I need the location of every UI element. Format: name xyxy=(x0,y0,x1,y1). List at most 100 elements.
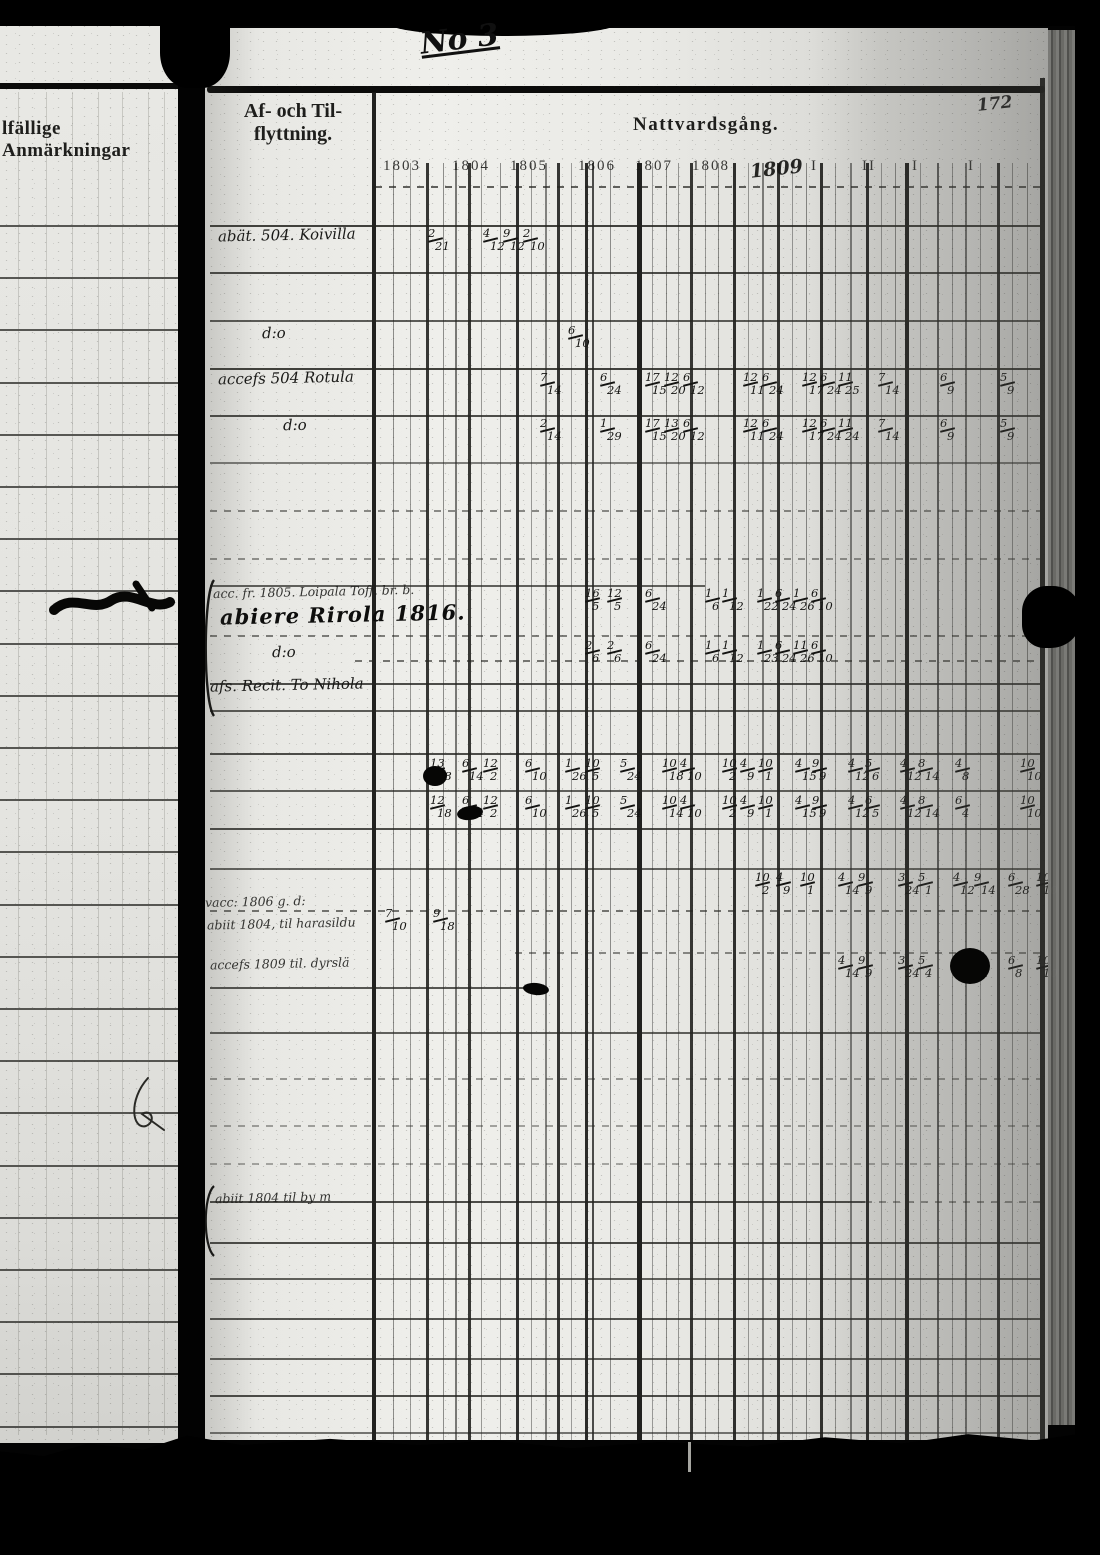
date-numerator: 12 xyxy=(483,756,498,770)
date-numerator: 1 xyxy=(565,756,573,770)
date-numerator: 12 xyxy=(802,370,817,384)
communion-date-cell: 6 24 xyxy=(820,416,842,444)
column-line xyxy=(733,163,736,1440)
date-numerator: 5 xyxy=(1000,416,1008,430)
column-line xyxy=(1012,163,1013,1440)
date-numerator: 9 xyxy=(433,906,441,920)
date-numerator: 4 xyxy=(900,793,908,807)
date-numerator: 4 xyxy=(848,756,856,770)
date-denominator: 24 xyxy=(845,429,860,443)
date-numerator: 12 xyxy=(802,416,817,430)
column-line xyxy=(481,163,482,1440)
communion-date-cell: 4 15 xyxy=(795,757,817,784)
communion-date-cell: 3 24 xyxy=(898,871,920,898)
ruled-line xyxy=(0,1216,178,1219)
communion-date-cell: 4 12 xyxy=(483,227,505,254)
date-numerator: 4 xyxy=(838,870,846,884)
ruled-line xyxy=(210,368,1040,370)
date-numerator: 6 xyxy=(645,586,653,600)
date-denominator: 14 xyxy=(469,769,484,783)
column-line xyxy=(393,163,394,1440)
date-denominator: 12 xyxy=(729,599,744,613)
date-denominator: 14 xyxy=(547,383,562,397)
communion-date-cell: 12 11 xyxy=(743,371,765,398)
date-denominator: 9 xyxy=(1007,383,1015,397)
date-denominator: 24 xyxy=(769,429,784,443)
communion-date-cell: 5 24 xyxy=(620,794,642,821)
column-line xyxy=(762,163,764,1440)
date-denominator: 6 xyxy=(872,769,880,783)
communion-date-cell: 6 24 xyxy=(775,638,797,666)
date-numerator: 6 xyxy=(820,416,828,430)
date-denominator: 5 xyxy=(592,806,600,820)
column-line xyxy=(920,163,921,1440)
date-numerator: 17 xyxy=(645,370,660,384)
column-line xyxy=(585,163,588,1440)
page-edge-strip xyxy=(1048,30,1075,1425)
date-numerator: 12 xyxy=(430,793,445,807)
date-denominator: 24 xyxy=(782,599,797,613)
column-line xyxy=(678,163,679,1440)
ruled-line xyxy=(0,433,178,436)
ruled-line xyxy=(0,1164,178,1167)
date-denominator: 9 xyxy=(783,883,791,897)
year-label: II xyxy=(862,158,876,174)
date-denominator: 14 xyxy=(885,383,900,397)
date-numerator: 10 xyxy=(758,793,773,807)
column-line xyxy=(905,163,909,1440)
column-line xyxy=(610,163,611,1440)
date-numerator: 10 xyxy=(1036,953,1051,967)
column-line xyxy=(980,163,981,1440)
date-denominator: 17 xyxy=(809,429,824,443)
date-numerator: 12 xyxy=(607,586,622,600)
communion-date-cell: 12 17 xyxy=(802,416,824,444)
date-numerator: 10 xyxy=(1020,756,1035,770)
date-numerator: 12 xyxy=(743,416,758,430)
ruled-line xyxy=(0,381,178,384)
column-line xyxy=(937,163,939,1440)
date-numerator: 11 xyxy=(838,370,853,384)
film-border-right xyxy=(1075,0,1100,1555)
date-denominator: 22 xyxy=(764,599,779,613)
column-line xyxy=(806,163,807,1440)
left-page: lfällige Anmärkningar xyxy=(0,22,178,1443)
handwritten-entry: d:o xyxy=(282,415,307,435)
ruled-line xyxy=(210,987,535,989)
date-numerator: 6 xyxy=(775,638,783,652)
date-denominator: 9 xyxy=(947,429,955,443)
handwritten-entry: accefs 1809 til. dyrslä xyxy=(209,954,350,973)
date-denominator: 9 xyxy=(819,806,827,820)
ruled-line xyxy=(210,868,1040,870)
date-denominator: 25 xyxy=(845,383,860,397)
communion-date-cell: 6 10 xyxy=(525,757,547,784)
main-page: Af- och Til- flyttning. Nattvardsgång. 1… xyxy=(204,28,1058,1440)
ruled-line xyxy=(0,225,178,227)
year-label: I xyxy=(912,158,919,174)
ruled-line xyxy=(210,683,1040,685)
ruled-line xyxy=(210,910,1040,912)
date-denominator: 9 xyxy=(947,383,955,397)
date-denominator: 12 xyxy=(960,883,975,897)
communion-date-cell: 4 12 xyxy=(848,794,870,821)
date-denominator: 9 xyxy=(819,769,827,783)
paper-streak xyxy=(72,92,73,1435)
communion-date-cell: 4 12 xyxy=(900,793,922,821)
date-numerator: 6 xyxy=(683,416,691,430)
date-numerator: 2 xyxy=(428,226,436,240)
column-line xyxy=(820,163,823,1440)
handwritten-entry: d:o xyxy=(271,642,296,662)
date-numerator: 5 xyxy=(1000,370,1008,384)
communion-date-cell: 6 24 xyxy=(775,587,797,614)
date-denominator: 1 xyxy=(807,883,815,897)
date-numerator: 6 xyxy=(600,370,608,384)
date-numerator: 8 xyxy=(918,793,926,807)
communion-date-cell: 11 25 xyxy=(838,370,860,398)
ruled-line xyxy=(0,277,178,280)
